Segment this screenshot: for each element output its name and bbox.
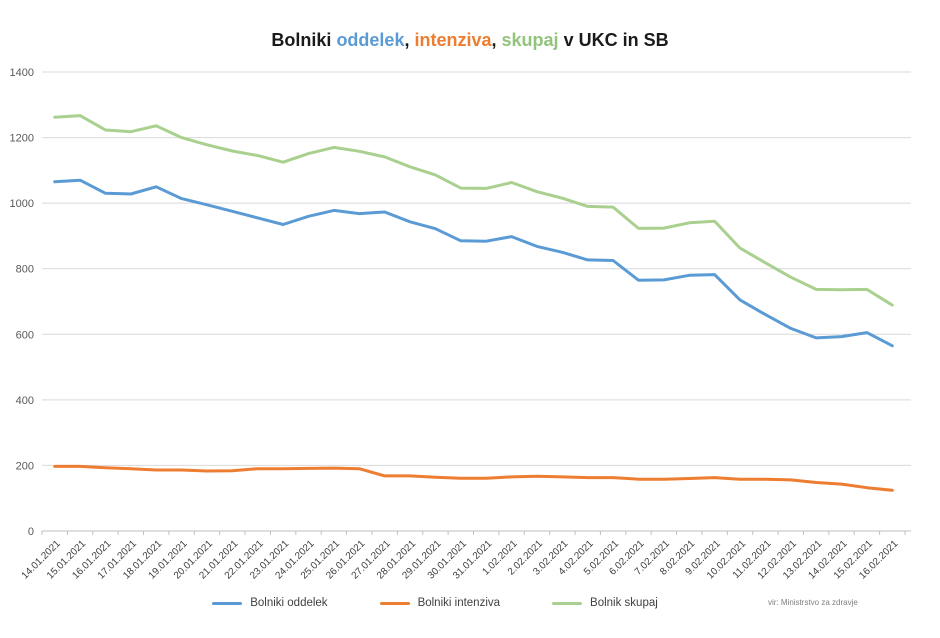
- legend-label-intenziva: Bolniki intenziva: [417, 597, 501, 609]
- svg-text:400: 400: [16, 395, 34, 407]
- svg-text:800: 800: [16, 264, 34, 276]
- svg-text:1200: 1200: [10, 133, 34, 145]
- legend-item-oddelek: Bolniki oddelek: [212, 597, 328, 609]
- source-note: vir: Ministrstvo za zdravje: [768, 598, 858, 607]
- chart-legend: Bolniki oddelek Bolniki intenziva Bolnik…: [0, 597, 870, 609]
- legend-label-skupaj: Bolnik skupaj: [590, 597, 658, 609]
- svg-text:1400: 1400: [10, 67, 34, 79]
- legend-label-oddelek: Bolniki oddelek: [250, 597, 328, 609]
- title-word-intenziva: intenziva: [414, 30, 492, 50]
- chart-title: Bolniki oddelek, intenziva, skupaj v UKC…: [0, 30, 940, 51]
- title-word-oddelek: oddelek: [336, 30, 405, 50]
- svg-text:200: 200: [16, 460, 34, 472]
- legend-item-intenziva: Bolniki intenziva: [379, 597, 501, 609]
- svg-text:0: 0: [28, 526, 34, 538]
- title-word-skupaj: skupaj: [501, 30, 559, 50]
- title-comma-1: ,: [404, 30, 415, 50]
- oddelek-line-swatch-icon: [212, 601, 243, 605]
- title-comma-2: ,: [491, 30, 502, 50]
- svg-text:1000: 1000: [10, 198, 34, 210]
- skupaj-line-swatch-icon: [552, 601, 583, 605]
- intenziva-line-swatch-icon: [379, 601, 410, 605]
- legend-item-skupaj: Bolnik skupaj: [552, 597, 658, 609]
- title-word-ukc-sb: v UKC in SB: [558, 30, 669, 50]
- title-word-bolniki: Bolniki: [271, 30, 337, 50]
- line-chart: 020040060080010001200140014.01.202115.01…: [10, 67, 911, 582]
- svg-text:600: 600: [16, 329, 34, 341]
